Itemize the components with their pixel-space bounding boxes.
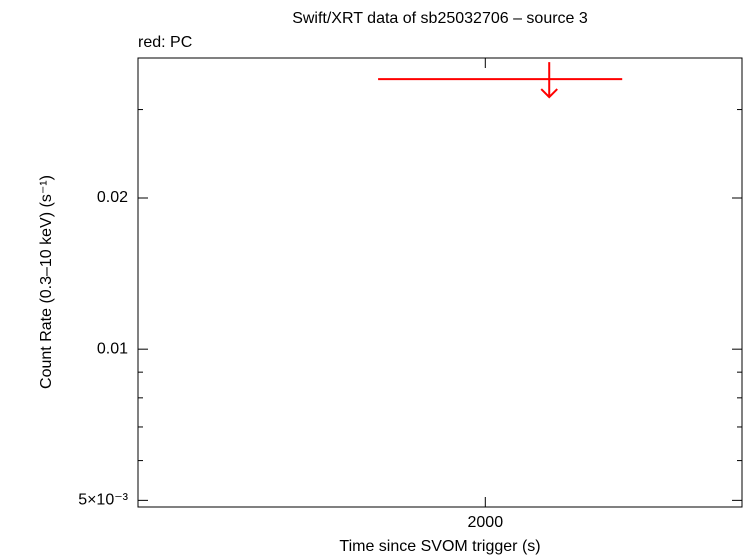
y-axis-label: Count Rate (0.3–10 keV) (s⁻¹) [38,175,55,389]
y-tick-label: 0.02 [97,189,128,206]
y-tick-label: 0.01 [97,340,128,357]
chart-subtitle: red: PC [138,34,192,51]
x-axis-label: Time since SVOM trigger (s) [339,538,540,555]
chart-title: Swift/XRT data of sb25032706 – source 3 [292,10,588,27]
x-tick-label: 2000 [468,514,504,531]
plot-frame [137,57,743,508]
upper-limit-arrow [540,62,558,99]
y-tick-label: 5×10⁻³ [78,492,128,509]
